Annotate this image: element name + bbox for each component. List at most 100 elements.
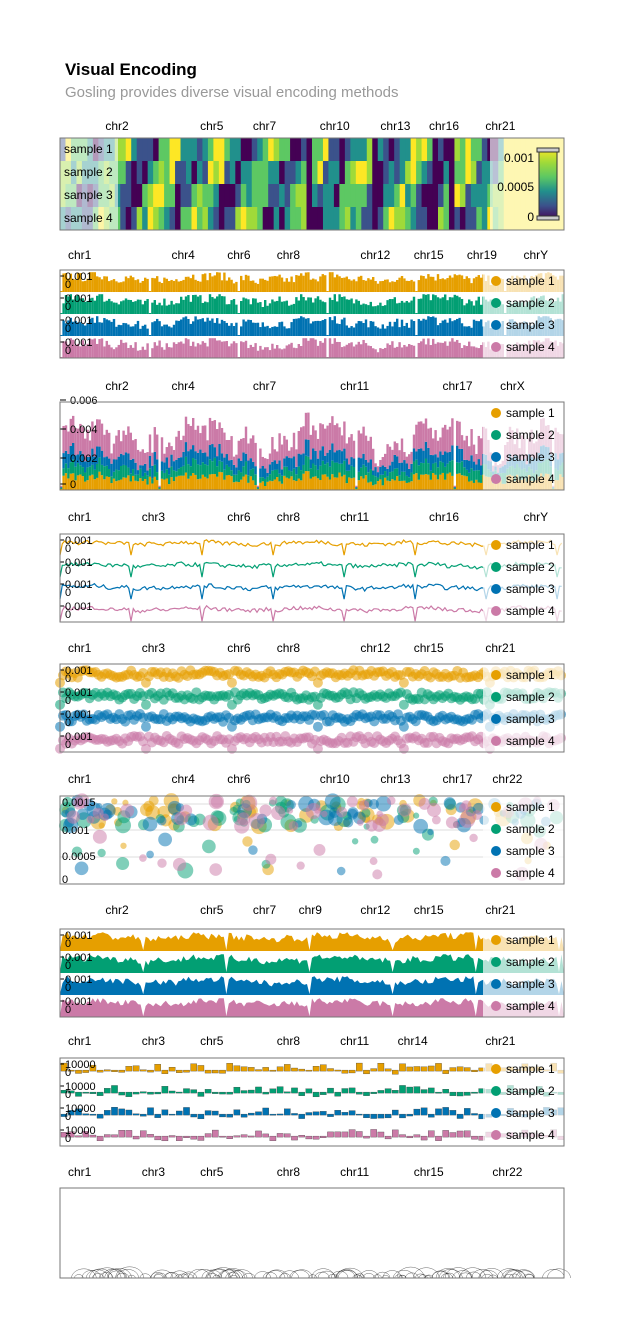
stacked-bar-segment — [396, 476, 399, 490]
stacked-bar-segment — [132, 458, 135, 470]
stacked-bar-segment — [223, 432, 226, 458]
stacked-bar-segment — [211, 444, 214, 462]
diverging-bars-bar — [392, 1109, 399, 1116]
heatmap-cell — [158, 207, 165, 230]
bar-rows-bar — [324, 275, 327, 292]
heatmap-cell — [410, 184, 417, 207]
bar-rows-bar — [254, 298, 257, 314]
bar-rows-bar — [175, 343, 178, 358]
stacked-bar-segment — [405, 463, 408, 476]
bar-rows-bar — [472, 319, 476, 336]
bar-rows-bar — [112, 302, 116, 314]
heatmap-cell — [355, 161, 362, 184]
bar-rows-bar — [158, 321, 161, 336]
stacked-bar-segment — [144, 478, 147, 490]
stacked-bar-segment — [79, 465, 82, 475]
arcs-arc — [542, 1269, 565, 1279]
bar-rows-bar — [105, 340, 108, 358]
diverging-bars-bar — [384, 1088, 392, 1094]
stacked-bar-segment — [453, 488, 456, 490]
bar-rows-bar — [376, 327, 380, 336]
stacked-bar-segment — [163, 462, 166, 473]
stacked-bar-segment — [283, 466, 286, 476]
diverging-bars-bar — [219, 1069, 226, 1074]
bar-rows-bar — [110, 301, 113, 314]
overlaid-points-point — [356, 819, 364, 826]
heatmap-cell — [366, 207, 373, 230]
overlaid-points-point — [92, 829, 107, 844]
bar-rows-bar — [472, 305, 476, 314]
heatmap-cell — [306, 184, 313, 207]
stacked-bar-segment — [292, 480, 296, 490]
stacked-bar-segment — [304, 439, 308, 456]
stacked-bar-segment — [364, 435, 368, 460]
bar-rows-bar — [110, 347, 113, 358]
bar-rows-bar — [100, 322, 104, 336]
bar-rows-bar — [64, 295, 68, 314]
bar-rows-bar — [256, 302, 260, 314]
bar-rows-bar — [439, 323, 442, 336]
heatmap-cell — [196, 161, 203, 184]
bar-rows-bar — [196, 296, 200, 314]
heatmap-cell — [344, 138, 351, 161]
bar-rows-bar — [67, 320, 70, 336]
arcs-arc — [452, 1270, 474, 1279]
bar-rows-bar — [393, 281, 396, 292]
bar-rows-bar — [369, 346, 372, 358]
overlaid-points-point — [321, 810, 328, 818]
diverging-bars-bar — [392, 1069, 399, 1075]
diverging-bars-bar — [104, 1110, 111, 1116]
stacked-bar-segment — [345, 483, 348, 490]
heatmap-cell — [153, 207, 160, 230]
heatmap-cell — [158, 161, 165, 184]
area-rows-row2-tick-zero: 0 — [65, 960, 71, 972]
stacked-bar-segment — [199, 449, 202, 466]
stacked-bar-segment — [408, 477, 411, 483]
bar-rows-bar — [288, 305, 291, 314]
diverging-bars-bar — [204, 1110, 212, 1116]
bar-rows-bar — [408, 327, 411, 336]
arcs-arc — [405, 1272, 419, 1279]
stacked-bar-segment — [74, 455, 77, 467]
point-rows-point — [226, 677, 237, 688]
overlaid-points-point — [347, 808, 358, 820]
bar-rows-bar — [470, 346, 473, 358]
diverging-bars-bar — [449, 1110, 457, 1116]
stacked-bar-segment — [216, 429, 219, 457]
heatmap-cell — [131, 161, 138, 184]
bar-rows-bar — [357, 341, 360, 358]
heatmap-cell — [120, 184, 127, 207]
bar-rows-bar — [199, 319, 202, 336]
arcs-arc — [218, 1269, 243, 1279]
heatmap-cell — [136, 161, 143, 184]
heatmap-cell — [410, 207, 417, 230]
stacked-bar-segment — [432, 438, 435, 456]
bar-rows-bar — [62, 273, 65, 292]
line-rows-row3-tick-zero: 0 — [65, 587, 71, 599]
diverging-bars-bar — [68, 1131, 75, 1138]
stacked-bar-segment — [254, 466, 257, 475]
overlaid-points-point — [208, 793, 225, 810]
heatmap-cell — [377, 184, 384, 207]
stacked-bar-segment — [367, 482, 370, 490]
stacked-bar-segment — [64, 425, 68, 451]
bar-rows-bar — [153, 321, 156, 336]
stacked-bar-segment — [448, 426, 452, 452]
diverging-bars-bar — [132, 1065, 140, 1072]
stacked-bar-segment — [76, 454, 80, 464]
heatmap-cell — [251, 184, 258, 207]
stacked-bar-segment — [280, 444, 284, 470]
overlaid-points-point — [158, 832, 173, 847]
stacked-bar-segment — [444, 424, 447, 452]
bar-rows-bar — [410, 300, 413, 314]
bar-rows-bar — [477, 275, 480, 292]
stacked-bar-segment — [304, 471, 308, 490]
stacked-bar-segment — [465, 460, 468, 470]
bar-rows-bar — [355, 281, 358, 292]
stacked-bar-segment — [108, 476, 111, 490]
bar-rows-bar — [441, 320, 444, 336]
arcs-arc — [85, 1269, 110, 1279]
bar-rows-bar — [422, 276, 425, 292]
bar-rows-bar — [216, 340, 219, 358]
arcs-arc — [92, 1273, 105, 1279]
